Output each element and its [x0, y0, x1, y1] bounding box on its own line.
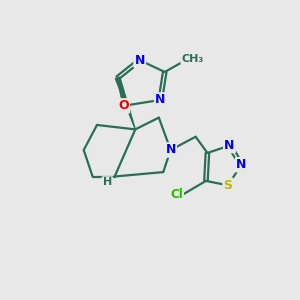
Text: N: N	[224, 139, 235, 152]
Text: N: N	[155, 93, 166, 106]
Polygon shape	[116, 77, 135, 129]
Text: S: S	[224, 179, 232, 192]
Text: Cl: Cl	[170, 188, 183, 201]
Text: N: N	[236, 158, 247, 171]
Text: CH₃: CH₃	[182, 54, 204, 64]
Text: O: O	[118, 99, 129, 112]
Text: N: N	[165, 143, 176, 157]
Text: N: N	[134, 54, 145, 67]
Text: H: H	[103, 177, 112, 188]
